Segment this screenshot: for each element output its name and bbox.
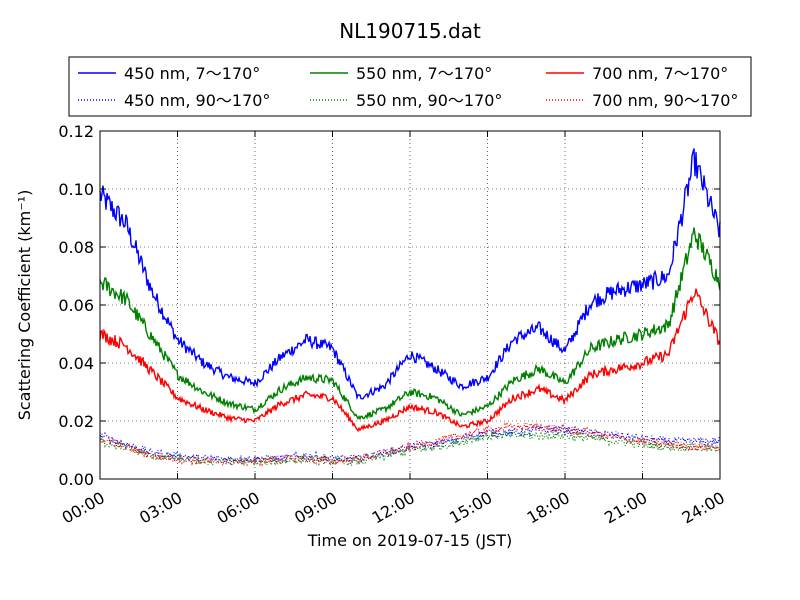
x-tick-label: 00:00 <box>59 488 108 528</box>
x-tick-label: 06:00 <box>214 488 263 528</box>
legend-box <box>68 56 752 117</box>
legend-label: 700 nm, 7～170° <box>592 64 728 83</box>
legend: 450 nm, 7～170° 550 nm, 7～170° 700 nm, 7～17… <box>68 56 752 117</box>
y-tick-label: 0.02 <box>58 412 94 431</box>
series-layer <box>99 148 721 468</box>
y-axis-label: Scattering Coefficient (km⁻¹) <box>15 190 34 421</box>
x-tick-label: 09:00 <box>291 488 340 528</box>
x-tick-label: 12:00 <box>369 488 418 528</box>
x-tick-label: 18:00 <box>524 488 573 528</box>
grid-lines <box>100 131 720 479</box>
series-line-5 <box>99 421 721 468</box>
y-tick-label: 0.00 <box>58 470 94 489</box>
series-line-0 <box>99 148 721 401</box>
chart-title: NL190715.dat <box>339 19 481 43</box>
y-tick-label: 0.12 <box>58 122 94 141</box>
legend-label: 550 nm, 90～170° <box>356 91 502 110</box>
legend-label: 450 nm, 7～170° <box>124 64 260 83</box>
y-tick-label: 0.08 <box>58 238 94 257</box>
x-tick-label: 21:00 <box>601 488 650 528</box>
series-line-2 <box>99 288 721 433</box>
axis-ticks: 00:00 03:00 06:00 09:00 12:00 15:00 18:00 21:00… <box>58 122 728 528</box>
x-axis-label: Time on 2019-07-15 (JST) <box>307 531 512 550</box>
x-tick-label: 03:00 <box>136 488 185 528</box>
x-tick-label: 24:00 <box>679 488 728 528</box>
y-tick-label: 0.06 <box>58 296 94 315</box>
series-line-1 <box>99 227 721 421</box>
y-tick-label: 0.04 <box>58 354 94 373</box>
x-tick-label: 15:00 <box>446 488 495 528</box>
y-tick-label: 0.10 <box>58 180 94 199</box>
legend-label: 550 nm, 7～170° <box>356 64 492 83</box>
legend-label: 700 nm, 90～170° <box>592 91 738 110</box>
legend-label: 450 nm, 90～170° <box>124 91 270 110</box>
